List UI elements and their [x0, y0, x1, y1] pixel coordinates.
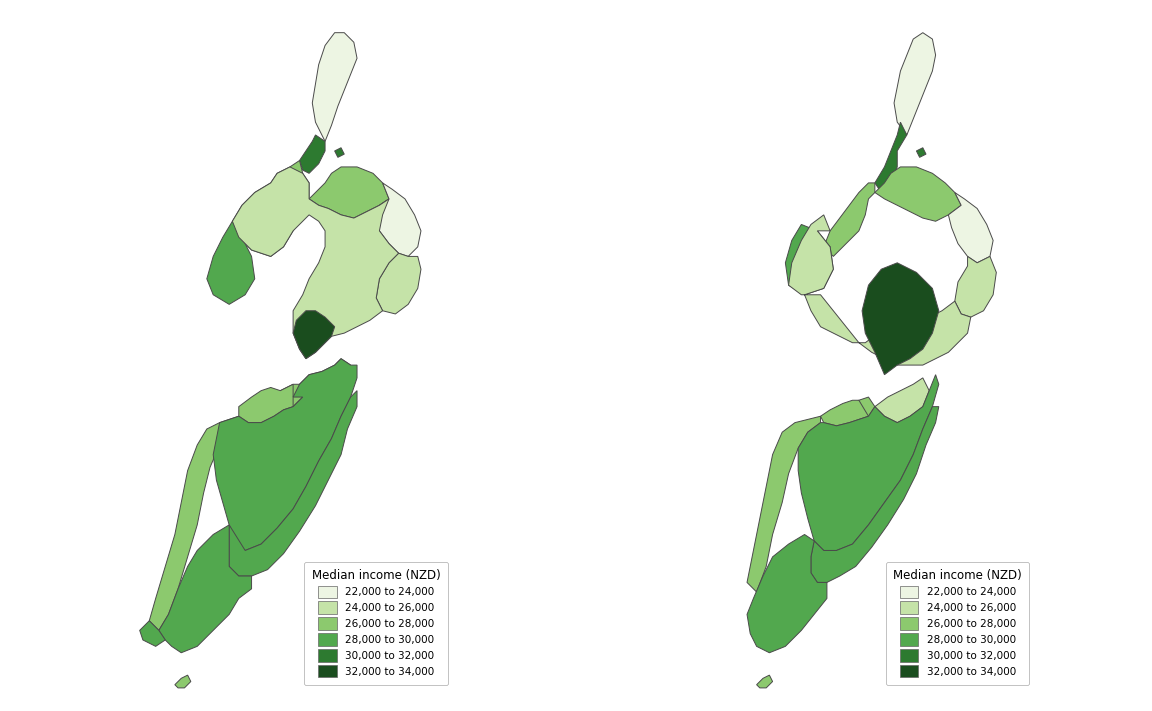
Polygon shape: [229, 390, 357, 576]
Polygon shape: [312, 33, 357, 141]
Polygon shape: [139, 621, 165, 646]
Polygon shape: [175, 675, 191, 688]
Polygon shape: [894, 33, 935, 135]
Polygon shape: [862, 263, 939, 375]
Polygon shape: [293, 311, 335, 358]
Polygon shape: [757, 675, 773, 688]
Polygon shape: [373, 183, 420, 257]
Polygon shape: [300, 135, 325, 173]
Polygon shape: [874, 167, 961, 221]
Polygon shape: [820, 400, 869, 426]
Polygon shape: [377, 253, 420, 314]
Polygon shape: [746, 416, 820, 592]
Polygon shape: [233, 167, 399, 358]
Polygon shape: [917, 148, 926, 157]
Polygon shape: [746, 535, 827, 653]
Polygon shape: [335, 148, 344, 157]
Polygon shape: [849, 397, 874, 419]
Polygon shape: [233, 161, 309, 257]
Polygon shape: [309, 167, 389, 218]
Polygon shape: [238, 384, 293, 422]
Polygon shape: [955, 257, 996, 317]
Polygon shape: [874, 378, 930, 422]
Polygon shape: [874, 122, 907, 193]
Polygon shape: [159, 525, 251, 653]
Polygon shape: [798, 375, 939, 550]
Polygon shape: [824, 183, 874, 257]
Polygon shape: [207, 221, 255, 304]
Polygon shape: [150, 416, 238, 631]
Polygon shape: [293, 358, 350, 397]
Polygon shape: [948, 193, 993, 263]
Polygon shape: [786, 225, 833, 295]
Polygon shape: [213, 358, 357, 550]
Polygon shape: [811, 407, 939, 582]
Polygon shape: [271, 384, 303, 410]
Legend: 22,000 to 24,000, 24,000 to 26,000, 26,000 to 28,000, 28,000 to 30,000, 30,000 t: 22,000 to 24,000, 24,000 to 26,000, 26,0…: [304, 562, 448, 685]
Legend: 22,000 to 24,000, 24,000 to 26,000, 26,000 to 28,000, 28,000 to 30,000, 30,000 t: 22,000 to 24,000, 24,000 to 26,000, 26,0…: [886, 562, 1030, 685]
Polygon shape: [789, 215, 971, 365]
